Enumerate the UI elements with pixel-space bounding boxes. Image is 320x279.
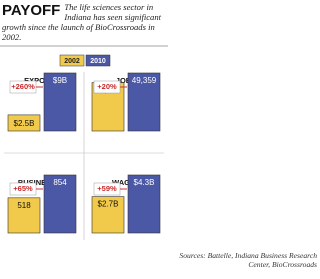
value-label: $4.3B	[134, 178, 155, 187]
header-text: The life sciences sector in Indiana has …	[2, 2, 162, 42]
value-label: 49,359	[132, 76, 157, 85]
annotation: +20%	[97, 82, 117, 91]
bar	[43, 72, 77, 132]
annotation: +260%	[11, 82, 35, 91]
value-label: $2.7B	[98, 200, 119, 209]
bar	[127, 72, 161, 132]
annotation: +65%	[13, 184, 33, 193]
chart: 20022010EXPORTS$2.5B$9B+260%JOBS41,19649…	[0, 45, 168, 240]
bar	[7, 114, 41, 132]
chart-title: WAGES	[112, 178, 140, 187]
header: PAYOFF The life sciences sector in Indian…	[2, 2, 166, 42]
source: Sources: Battelle, Indiana Business Rese…	[179, 251, 317, 269]
chart-title: BUSINESSES	[18, 178, 66, 187]
value-label: 518	[17, 201, 31, 210]
bar	[127, 174, 161, 234]
bar	[43, 174, 77, 234]
chart-title: EXPORTS	[24, 76, 60, 85]
value-label: $9B	[53, 76, 67, 85]
bar	[91, 196, 125, 234]
value-label: $2.5B	[14, 119, 35, 128]
header-title: PAYOFF	[2, 2, 61, 19]
legend-swatch	[59, 54, 85, 67]
page: PAYOFF The life sciences sector in Indian…	[0, 2, 317, 269]
legend-swatch	[85, 54, 111, 67]
bar	[7, 197, 41, 234]
value-label: 854	[53, 178, 67, 187]
legend-label: 2010	[90, 58, 106, 65]
legend-label: 2002	[64, 58, 80, 65]
annotation: +59%	[97, 184, 117, 193]
chart-title: JOBS	[116, 76, 136, 85]
